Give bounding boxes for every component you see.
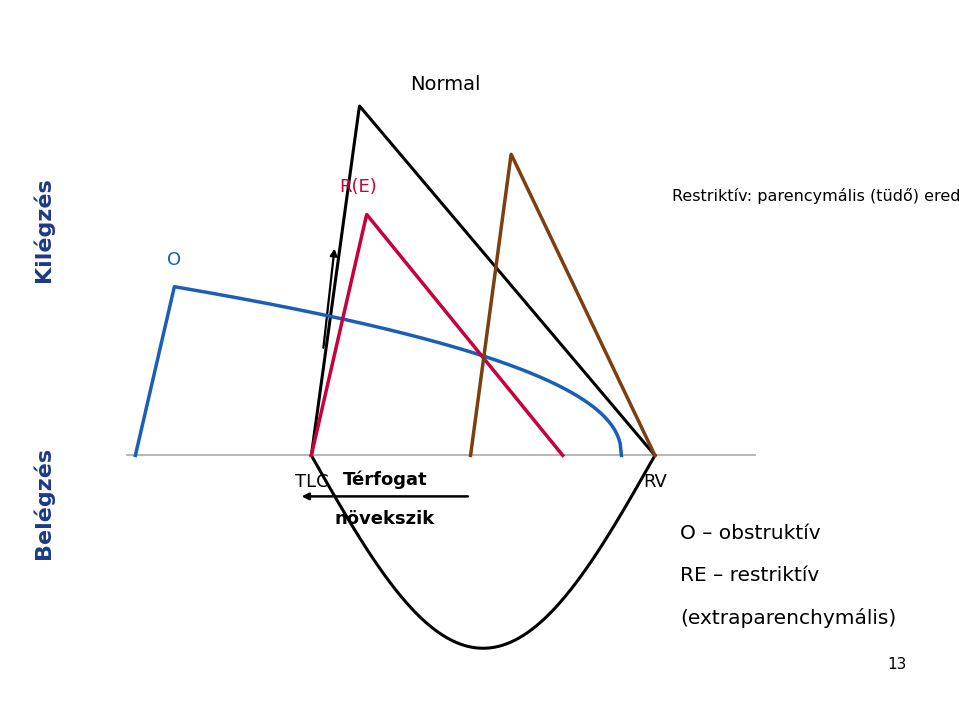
Text: Térfogat: Térfogat bbox=[342, 470, 428, 488]
Text: RV: RV bbox=[643, 473, 667, 492]
Text: TLC: TLC bbox=[294, 473, 328, 492]
Text: (extraparenchymális): (extraparenchymális) bbox=[680, 608, 897, 628]
Text: növekszik: növekszik bbox=[335, 510, 435, 528]
Text: O – obstruktív: O – obstruktív bbox=[680, 524, 821, 544]
Text: Normal: Normal bbox=[409, 75, 480, 94]
Text: Kilégzés: Kilégzés bbox=[33, 177, 54, 282]
Text: O: O bbox=[167, 251, 181, 269]
Text: R(E): R(E) bbox=[339, 178, 377, 196]
Text: Belégzés: Belégzés bbox=[33, 447, 54, 559]
Text: RE – restriktív: RE – restriktív bbox=[680, 567, 819, 585]
Text: Restriktív: parencymális (tüdő) eredetű: Restriktív: parencymális (tüdő) eredetű bbox=[671, 188, 959, 205]
Text: 13: 13 bbox=[887, 658, 906, 672]
